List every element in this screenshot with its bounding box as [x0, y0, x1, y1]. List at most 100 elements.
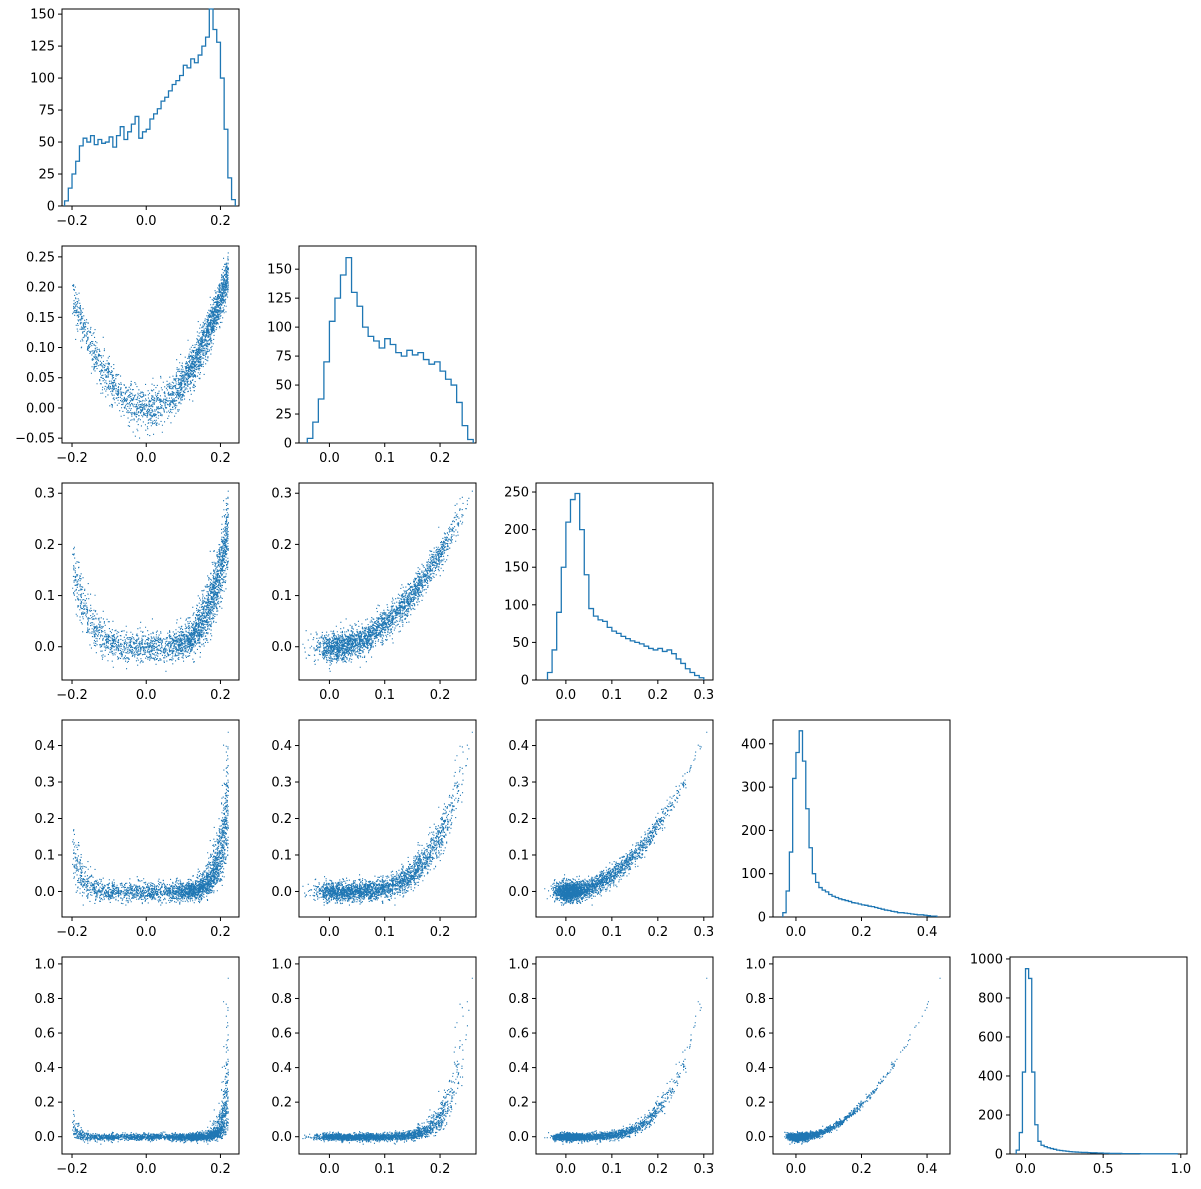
y-tick-label: 0.25: [26, 250, 55, 265]
scatter-points: [302, 977, 473, 1145]
scatter-panel-4-1: 0.0 0.1 0.2 0.0 0.2 0.4 0.6 0.8 1.0: [271, 956, 477, 1177]
y-tick-label: 0.0: [271, 885, 292, 900]
y-tick-label: 25: [38, 168, 55, 183]
y-tick-label: 0.0: [34, 885, 55, 900]
x-tick-label: 0.1: [374, 688, 395, 703]
x-tick-label: 0.2: [430, 925, 451, 940]
x-tick-label: 0.4: [917, 1162, 938, 1177]
scatter-panel-2-0: −0.2 0.0 0.2 0.0 0.1 0.2 0.3: [34, 482, 240, 703]
y-tick-label: 400: [978, 1069, 1003, 1084]
x-tick-label: 0.0: [556, 1162, 577, 1177]
scatter-points: [72, 977, 229, 1145]
axes-frame: [61, 8, 240, 207]
y-tick-label: 0.8: [508, 992, 529, 1007]
scatter-points: [72, 490, 229, 672]
y-tick-label: 0.10: [26, 341, 55, 356]
y-tick-label: 1.0: [745, 957, 766, 972]
x-tick-label: 0.0: [136, 451, 157, 466]
x-tick-label: 0.1: [602, 925, 623, 940]
x-tick-label: 0.0: [136, 688, 157, 703]
y-tick-label: 250: [504, 486, 529, 501]
x-tick-label: 0.0: [319, 451, 340, 466]
scatter-points: [72, 252, 229, 439]
axes-frame: [61, 956, 240, 1155]
scatter-panel-3-2: 0.0 0.1 0.2 0.3 0.0 0.1 0.2 0.3 0.4: [508, 719, 714, 940]
y-tick-label: 100: [504, 598, 529, 613]
x-tick-label: 0.2: [647, 688, 668, 703]
scatter-panel-4-2: 0.0 0.1 0.2 0.3 0.0 0.2 0.4 0.6 0.8 1.0: [508, 956, 714, 1177]
scatter-panel-1-0: −0.2 0.0 0.2 −0.05 0.00 0.05 0.10 0.15 0.20 0.25: [15, 245, 240, 466]
x-tick-label: 0.2: [210, 925, 231, 940]
scatter-points: [302, 731, 473, 906]
y-tick-label: 200: [741, 824, 766, 839]
axes-frame: [61, 245, 240, 444]
y-tick-label: 0.8: [271, 992, 292, 1007]
histogram-panel-2: 0.0 0.1 0.2 0.3 0 50 100 150 200 250: [504, 482, 714, 703]
x-tick-label: 0.2: [210, 214, 231, 229]
x-tick-label: 0.3: [693, 688, 714, 703]
x-tick-label: 0.0: [786, 1162, 807, 1177]
y-tick-label: 0.00: [26, 401, 55, 416]
x-tick-label: 0.0: [319, 1162, 340, 1177]
histogram-panel-4: 0.0 0.5 1.0 0 200 400 600 800 1000: [970, 952, 1191, 1177]
x-tick-label: 0.0: [136, 1162, 157, 1177]
scatter-points: [72, 731, 229, 906]
y-tick-label: 0.1: [34, 848, 55, 863]
x-tick-label: 0.1: [374, 925, 395, 940]
y-tick-label: 0.05: [26, 371, 55, 386]
y-tick-label: 200: [504, 523, 529, 538]
y-tick-label: 0: [284, 437, 292, 452]
y-tick-label: 0.2: [34, 1096, 55, 1111]
y-tick-label: 0.0: [508, 885, 529, 900]
scatter-panel-3-0: −0.2 0.0 0.2 0.0 0.1 0.2 0.3 0.4: [34, 719, 240, 940]
y-tick-label: 0.2: [271, 1096, 292, 1111]
y-tick-label: 0: [758, 911, 766, 926]
x-tick-label: 0.2: [647, 1162, 668, 1177]
histogram-line: [546, 492, 705, 680]
y-tick-label: 0.1: [508, 848, 529, 863]
y-tick-label: 0: [521, 674, 529, 689]
axes-frame: [61, 482, 240, 681]
histogram-panel-3: 0.0 0.2 0.4 0 100 200 300 400: [741, 719, 951, 940]
y-tick-label: 0.3: [508, 776, 529, 791]
x-tick-label: −0.2: [56, 214, 88, 229]
x-tick-label: 1.0: [1170, 1162, 1191, 1177]
x-tick-label: 0.0: [319, 688, 340, 703]
histogram-line: [782, 730, 938, 917]
x-tick-label: 0.2: [647, 925, 668, 940]
x-tick-label: 0.0: [786, 925, 807, 940]
y-tick-label: 0.2: [508, 1096, 529, 1111]
y-tick-label: 0.4: [508, 739, 529, 754]
x-tick-label: 0.0: [136, 214, 157, 229]
y-tick-label: 75: [38, 104, 55, 119]
axes-frame: [772, 956, 951, 1155]
x-tick-label: 0.2: [210, 451, 231, 466]
x-tick-label: 0.0: [556, 925, 577, 940]
y-tick-label: 100: [267, 321, 292, 336]
y-tick-label: 0.4: [745, 1061, 766, 1076]
x-tick-label: −0.2: [56, 451, 88, 466]
y-tick-label: 0.3: [271, 776, 292, 791]
scatter-points: [544, 977, 708, 1145]
y-tick-label: 75: [275, 350, 292, 365]
y-tick-label: 0.1: [271, 589, 292, 604]
x-tick-label: 0.3: [693, 925, 714, 940]
y-tick-label: 150: [504, 561, 529, 576]
y-tick-label: 300: [741, 781, 766, 796]
y-tick-label: 800: [978, 991, 1003, 1006]
y-tick-label: 0.0: [34, 1130, 55, 1145]
y-tick-label: 0.0: [271, 640, 292, 655]
scatter-panel-3-1: 0.0 0.1 0.2 0.0 0.1 0.2 0.3 0.4: [271, 719, 477, 940]
y-tick-label: 0.4: [271, 739, 292, 754]
scatter-panel-4-3: 0.0 0.2 0.4 0.0 0.2 0.4 0.6 0.8 1.0: [745, 956, 951, 1177]
scatter-points: [544, 731, 708, 906]
y-tick-label: 0.1: [34, 589, 55, 604]
x-tick-label: 0.0: [556, 688, 577, 703]
y-tick-label: −0.05: [15, 432, 55, 447]
scatter-panel-2-1: 0.0 0.1 0.2 0.0 0.1 0.2 0.3: [271, 482, 477, 703]
y-tick-label: 0.4: [34, 1061, 55, 1076]
x-tick-label: 0.2: [851, 1162, 872, 1177]
x-tick-label: 0.1: [602, 688, 623, 703]
